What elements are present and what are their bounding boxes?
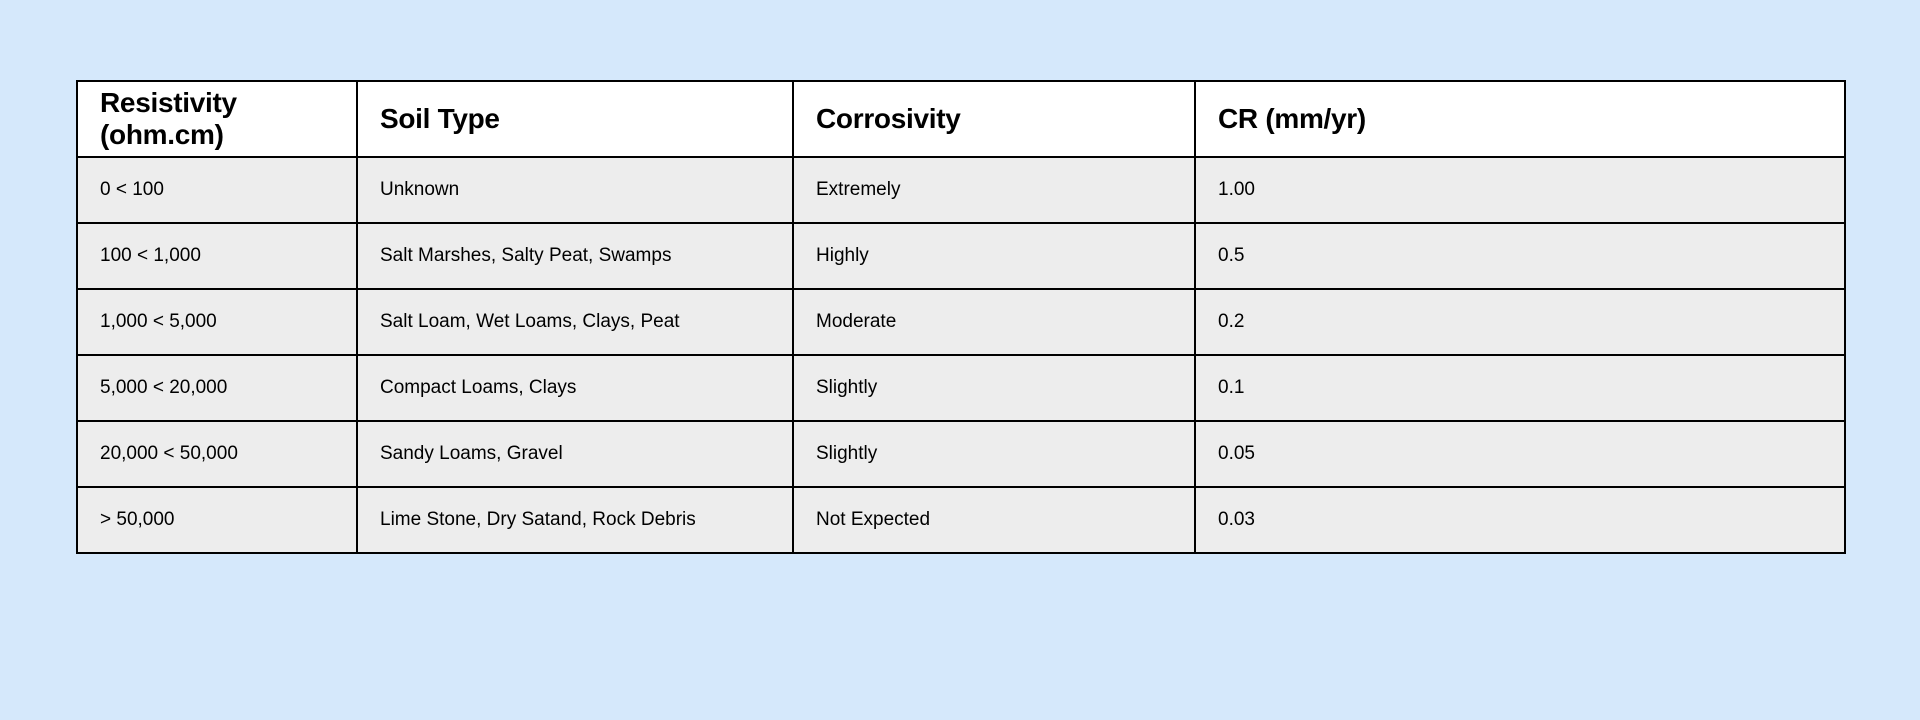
cell-corrosivity: Extremely (793, 157, 1195, 223)
cell-soil-type: Salt Marshes, Salty Peat, Swamps (357, 223, 793, 289)
table-row: 1,000 < 5,000 Salt Loam, Wet Loams, Clay… (77, 289, 1845, 355)
cell-corrosivity: Moderate (793, 289, 1195, 355)
header-row: Resistivity (ohm.cm) Soil Type Corrosivi… (77, 81, 1845, 157)
cell-soil-type: Unknown (357, 157, 793, 223)
cell-corrosivity: Slightly (793, 355, 1195, 421)
cell-cr: 0.1 (1195, 355, 1845, 421)
cell-cr: 0.2 (1195, 289, 1845, 355)
table-row: > 50,000 Lime Stone, Dry Satand, Rock De… (77, 487, 1845, 553)
data-table: Resistivity (ohm.cm) Soil Type Corrosivi… (76, 80, 1846, 554)
cell-cr: 0.05 (1195, 421, 1845, 487)
col-header-corrosivity: Corrosivity (793, 81, 1195, 157)
cell-resistivity: 20,000 < 50,000 (77, 421, 357, 487)
cell-resistivity: 5,000 < 20,000 (77, 355, 357, 421)
col-header-cr: CR (mm/yr) (1195, 81, 1845, 157)
cell-resistivity: 1,000 < 5,000 (77, 289, 357, 355)
table-row: 0 < 100 Unknown Extremely 1.00 (77, 157, 1845, 223)
cell-corrosivity: Highly (793, 223, 1195, 289)
cell-resistivity: > 50,000 (77, 487, 357, 553)
col-header-soil-type: Soil Type (357, 81, 793, 157)
cell-resistivity: 100 < 1,000 (77, 223, 357, 289)
cell-cr: 0.03 (1195, 487, 1845, 553)
table-row: 20,000 < 50,000 Sandy Loams, Gravel Slig… (77, 421, 1845, 487)
cell-corrosivity: Slightly (793, 421, 1195, 487)
cell-corrosivity: Not Expected (793, 487, 1195, 553)
cell-soil-type: Sandy Loams, Gravel (357, 421, 793, 487)
col-header-resistivity: Resistivity (ohm.cm) (77, 81, 357, 157)
table-row: 5,000 < 20,000 Compact Loams, Clays Slig… (77, 355, 1845, 421)
cell-resistivity: 0 < 100 (77, 157, 357, 223)
cell-soil-type: Salt Loam, Wet Loams, Clays, Peat (357, 289, 793, 355)
cell-cr: 0.5 (1195, 223, 1845, 289)
cell-soil-type: Lime Stone, Dry Satand, Rock Debris (357, 487, 793, 553)
soil-resistivity-table: Resistivity (ohm.cm) Soil Type Corrosivi… (76, 80, 1844, 554)
cell-soil-type: Compact Loams, Clays (357, 355, 793, 421)
table-row: 100 < 1,000 Salt Marshes, Salty Peat, Sw… (77, 223, 1845, 289)
cell-cr: 1.00 (1195, 157, 1845, 223)
